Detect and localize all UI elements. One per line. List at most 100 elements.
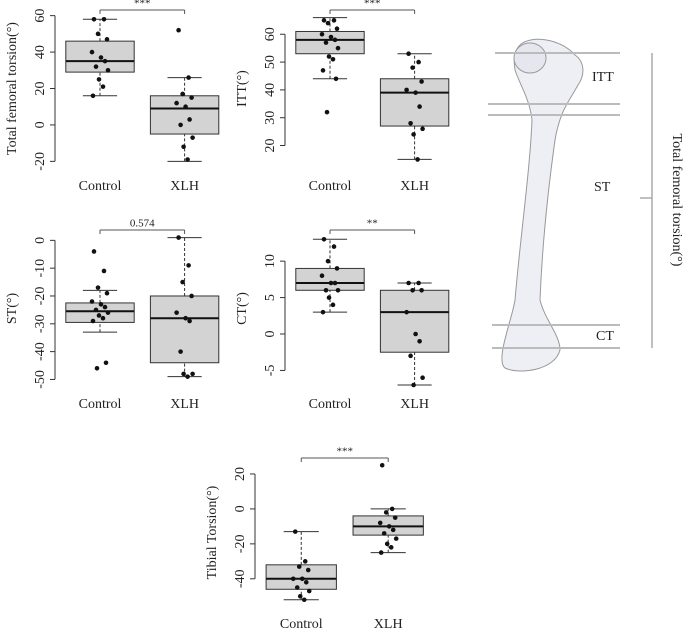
point — [335, 45, 341, 51]
point — [386, 524, 392, 529]
point — [90, 318, 96, 324]
point — [95, 285, 101, 290]
point — [415, 157, 420, 162]
point — [324, 109, 330, 115]
point — [94, 366, 100, 371]
point — [190, 135, 195, 140]
point — [174, 100, 179, 106]
point — [323, 287, 329, 293]
point — [417, 338, 422, 344]
point — [187, 117, 192, 122]
point — [185, 157, 190, 162]
point — [321, 18, 327, 23]
x-tick-label: Control — [79, 397, 122, 412]
y-tick-label: 20 — [263, 139, 278, 153]
point — [404, 309, 409, 315]
point — [89, 299, 95, 304]
point — [378, 550, 384, 555]
point — [326, 295, 332, 300]
point — [174, 310, 179, 315]
y-tick-label: 60 — [33, 9, 48, 23]
point — [419, 287, 424, 293]
y-tick-label: -20 — [233, 535, 248, 554]
point — [297, 593, 303, 599]
point — [334, 26, 340, 31]
y-tick-label: 20 — [33, 82, 48, 96]
point — [325, 258, 331, 264]
femur-head — [513, 42, 547, 74]
point — [294, 585, 300, 590]
point — [93, 307, 99, 313]
point — [325, 20, 331, 26]
point — [334, 266, 340, 271]
point — [410, 287, 415, 293]
y-tick-label: 40 — [263, 83, 278, 97]
point — [420, 375, 425, 381]
point — [406, 280, 411, 286]
x-tick-label: Control — [280, 617, 323, 632]
box — [149, 95, 220, 135]
y-tick-label: -50 — [33, 370, 48, 389]
x-tick-label: XLH — [400, 179, 429, 194]
point — [95, 31, 101, 37]
point — [411, 382, 416, 388]
point — [419, 79, 424, 84]
point — [301, 597, 307, 603]
point — [331, 244, 337, 249]
point — [411, 132, 416, 137]
significance-label: *** — [134, 0, 151, 10]
x-tick-label: XLH — [400, 397, 429, 412]
point — [328, 280, 334, 286]
box — [295, 267, 365, 291]
point — [290, 576, 296, 582]
point — [413, 90, 418, 95]
x-tick-label: Control — [309, 179, 352, 194]
point — [305, 567, 311, 573]
box-panel: -50 -40 -30 -20 -10 0 ST(°) Control XLH 0.574 — [5, 218, 220, 412]
point — [381, 531, 387, 536]
point — [98, 55, 104, 60]
point — [383, 510, 389, 515]
point — [103, 360, 109, 366]
point — [408, 353, 413, 359]
box — [149, 295, 220, 364]
point — [104, 37, 110, 42]
y-tick-label: 60 — [263, 27, 278, 41]
point — [321, 236, 327, 242]
point — [180, 91, 185, 97]
point — [306, 588, 312, 594]
point — [181, 144, 186, 150]
point — [408, 120, 413, 126]
point — [91, 249, 97, 254]
point — [292, 529, 298, 534]
point — [392, 515, 398, 520]
point — [180, 279, 185, 285]
point — [101, 16, 107, 22]
significance-label: *** — [364, 0, 381, 10]
point — [98, 302, 104, 307]
point — [176, 27, 181, 33]
point — [417, 104, 422, 109]
y-axis-label: ITT(°) — [235, 70, 250, 107]
point — [100, 84, 106, 89]
point — [330, 56, 336, 62]
femur-shape — [501, 38, 584, 372]
box-panel: 20 30 40 50 60 ITT(°) Control XLH *** — [235, 0, 450, 194]
femur-diagram: ITT ST CT Total femoral torsion(°) — [488, 38, 684, 372]
point — [388, 545, 394, 550]
point — [416, 59, 421, 65]
point — [390, 527, 396, 533]
point — [384, 541, 390, 547]
level-lines — [488, 52, 620, 349]
point — [323, 40, 329, 45]
point — [102, 304, 108, 310]
x-tick-label: XLH — [374, 617, 403, 632]
point — [319, 31, 325, 37]
point — [393, 536, 399, 541]
point — [189, 293, 194, 299]
point — [333, 76, 339, 82]
point — [105, 67, 111, 73]
point — [90, 93, 96, 99]
y-axis-label: Tibial Torsion(°) — [205, 485, 220, 579]
